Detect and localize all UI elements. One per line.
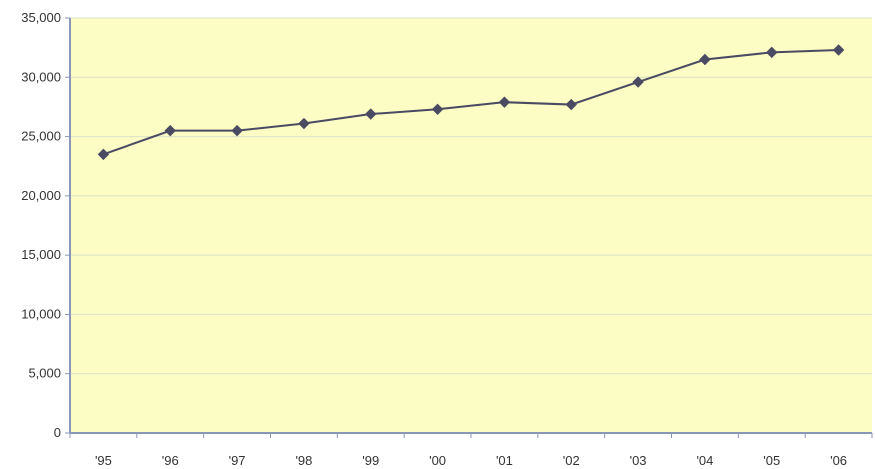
y-tick-label: 35,000 [21,10,61,25]
x-tick-label: '02 [563,453,580,468]
x-tick-label: '06 [830,453,847,468]
x-axis-ticks: '95 '96 '97 '98 '99 '00 '01 '02 '03 '04 '05 '06 [70,433,872,468]
x-tick-label: '97 [229,453,246,468]
x-tick-label: '98 [295,453,312,468]
y-tick-label: 0 [54,425,61,440]
y-tick-label: 30,000 [21,69,61,84]
y-tick-label: 10,000 [21,306,61,321]
x-tick-label: '01 [496,453,513,468]
x-tick-label: '00 [429,453,446,468]
x-tick-label: '96 [162,453,179,468]
x-tick-label: '03 [630,453,647,468]
x-tick-label: '95 [95,453,112,468]
y-tick-label: 15,000 [21,247,61,262]
plot-area [70,18,872,433]
y-axis-ticks: 0 5,000 10,000 15,000 20,000 25,000 30,000 35,0… [21,10,70,440]
x-tick-label: '05 [763,453,780,468]
y-tick-label: 5,000 [28,366,61,381]
y-tick-label: 20,000 [21,188,61,203]
x-tick-label: '04 [696,453,713,468]
y-tick-label: 25,000 [21,129,61,144]
x-tick-label: '99 [362,453,379,468]
